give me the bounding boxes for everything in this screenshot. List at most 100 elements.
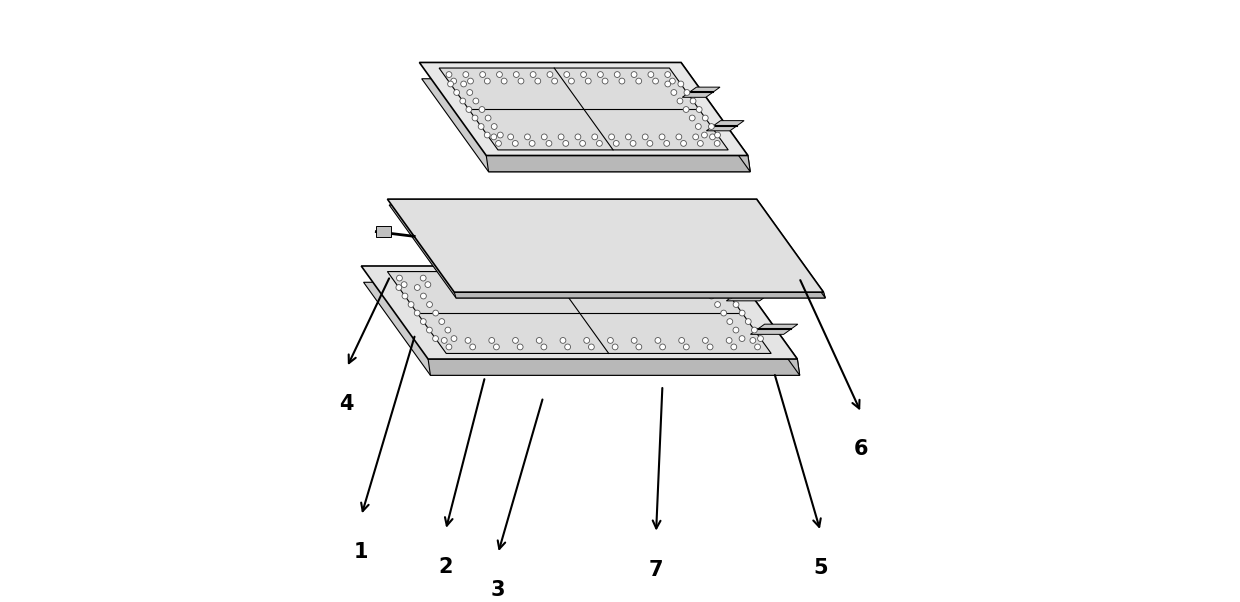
Circle shape xyxy=(677,98,683,104)
Circle shape xyxy=(660,344,666,350)
Circle shape xyxy=(614,140,619,146)
Circle shape xyxy=(642,134,649,140)
Circle shape xyxy=(683,107,689,113)
Circle shape xyxy=(589,344,594,350)
Circle shape xyxy=(693,134,698,140)
Circle shape xyxy=(730,344,737,350)
Circle shape xyxy=(636,344,642,350)
Circle shape xyxy=(662,282,668,288)
Circle shape xyxy=(652,78,658,84)
Circle shape xyxy=(678,81,683,87)
Circle shape xyxy=(619,78,625,84)
Circle shape xyxy=(733,327,739,333)
Circle shape xyxy=(546,140,552,146)
Circle shape xyxy=(689,115,696,121)
Circle shape xyxy=(591,134,598,140)
Circle shape xyxy=(610,275,616,281)
Text: 4: 4 xyxy=(340,394,353,414)
Circle shape xyxy=(539,275,544,281)
Circle shape xyxy=(496,140,501,146)
Circle shape xyxy=(678,338,684,343)
Circle shape xyxy=(420,293,427,299)
Text: 7: 7 xyxy=(649,560,663,580)
Circle shape xyxy=(466,90,472,95)
Circle shape xyxy=(552,78,558,84)
Circle shape xyxy=(727,318,733,324)
Polygon shape xyxy=(750,324,797,334)
Circle shape xyxy=(639,282,645,288)
Circle shape xyxy=(485,115,491,121)
Circle shape xyxy=(587,275,593,281)
Circle shape xyxy=(460,98,466,104)
Polygon shape xyxy=(387,199,823,292)
Circle shape xyxy=(497,132,503,138)
Text: 1: 1 xyxy=(353,542,368,562)
Circle shape xyxy=(491,275,497,281)
Circle shape xyxy=(631,338,637,343)
Circle shape xyxy=(547,72,553,78)
Circle shape xyxy=(568,282,573,288)
Circle shape xyxy=(579,140,585,146)
Circle shape xyxy=(758,336,764,341)
Circle shape xyxy=(444,275,450,281)
Circle shape xyxy=(463,72,469,78)
Text: 5: 5 xyxy=(813,558,828,578)
Circle shape xyxy=(491,123,497,129)
Circle shape xyxy=(472,282,479,288)
Circle shape xyxy=(420,275,427,281)
Polygon shape xyxy=(681,63,750,172)
Circle shape xyxy=(454,90,460,95)
Circle shape xyxy=(472,98,479,104)
Polygon shape xyxy=(422,79,750,172)
Circle shape xyxy=(696,123,702,129)
Polygon shape xyxy=(363,282,800,375)
Circle shape xyxy=(609,134,615,140)
Polygon shape xyxy=(376,226,391,237)
Circle shape xyxy=(575,134,580,140)
Circle shape xyxy=(466,107,471,113)
Circle shape xyxy=(512,338,518,343)
Circle shape xyxy=(537,338,542,343)
Circle shape xyxy=(714,302,720,308)
Circle shape xyxy=(512,140,518,146)
Polygon shape xyxy=(707,120,744,131)
Circle shape xyxy=(584,338,589,343)
Circle shape xyxy=(563,275,568,281)
Circle shape xyxy=(745,318,751,324)
Circle shape xyxy=(580,72,587,78)
Circle shape xyxy=(750,338,755,343)
Circle shape xyxy=(441,338,448,343)
Circle shape xyxy=(564,344,570,350)
Circle shape xyxy=(681,140,687,146)
Circle shape xyxy=(702,115,708,121)
Circle shape xyxy=(518,78,523,84)
Circle shape xyxy=(608,338,614,343)
Circle shape xyxy=(425,282,430,288)
Circle shape xyxy=(636,78,641,84)
Circle shape xyxy=(707,344,713,350)
Circle shape xyxy=(625,134,631,140)
Circle shape xyxy=(485,132,490,138)
Circle shape xyxy=(686,282,692,288)
Polygon shape xyxy=(454,292,826,298)
Circle shape xyxy=(439,318,445,324)
Circle shape xyxy=(531,72,536,78)
Circle shape xyxy=(558,134,564,140)
Circle shape xyxy=(660,134,665,140)
Circle shape xyxy=(615,282,621,288)
Circle shape xyxy=(683,344,689,350)
Circle shape xyxy=(697,107,702,113)
Circle shape xyxy=(682,275,687,281)
Circle shape xyxy=(448,81,454,87)
Circle shape xyxy=(485,78,490,84)
Circle shape xyxy=(420,318,427,324)
Circle shape xyxy=(479,107,485,113)
Circle shape xyxy=(461,81,466,87)
Circle shape xyxy=(543,282,549,288)
Circle shape xyxy=(542,134,547,140)
Circle shape xyxy=(496,282,502,288)
Circle shape xyxy=(513,72,520,78)
Circle shape xyxy=(739,310,745,316)
Circle shape xyxy=(472,115,477,121)
Circle shape xyxy=(598,72,604,78)
